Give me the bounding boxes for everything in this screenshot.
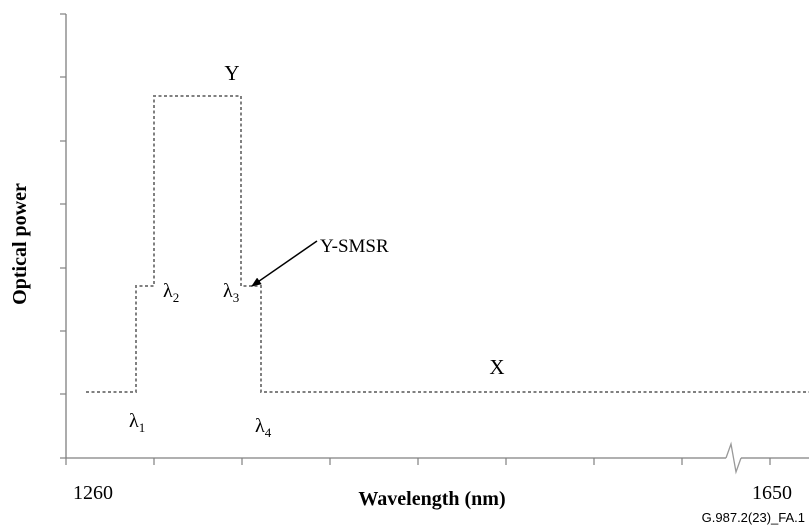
smsr-arrow <box>251 240 318 287</box>
lambda-1-label: λ1 <box>129 410 145 435</box>
y-axis-title: Optical power <box>9 183 31 305</box>
x-axis-break-mark <box>725 441 742 475</box>
x-axis-title: Wavelength (nm) <box>358 488 505 510</box>
x-axis-ticks <box>65 458 771 465</box>
x-band-label: X <box>489 355 504 379</box>
y-axis-ticks <box>60 13 66 459</box>
figure-id: G.987.2(23)_FA.1 <box>702 510 805 525</box>
x-max-label: 1650 <box>752 482 792 504</box>
y-band-label: Y <box>224 61 239 85</box>
x-min-label: 1260 <box>73 482 113 504</box>
smsr-label: Y-SMSR <box>320 236 389 257</box>
spectral-mask-line <box>86 95 809 393</box>
lambda-2-label: λ2 <box>163 280 179 305</box>
lambda-3-label: λ3 <box>223 280 239 305</box>
lambda-4-label: λ4 <box>255 415 272 440</box>
